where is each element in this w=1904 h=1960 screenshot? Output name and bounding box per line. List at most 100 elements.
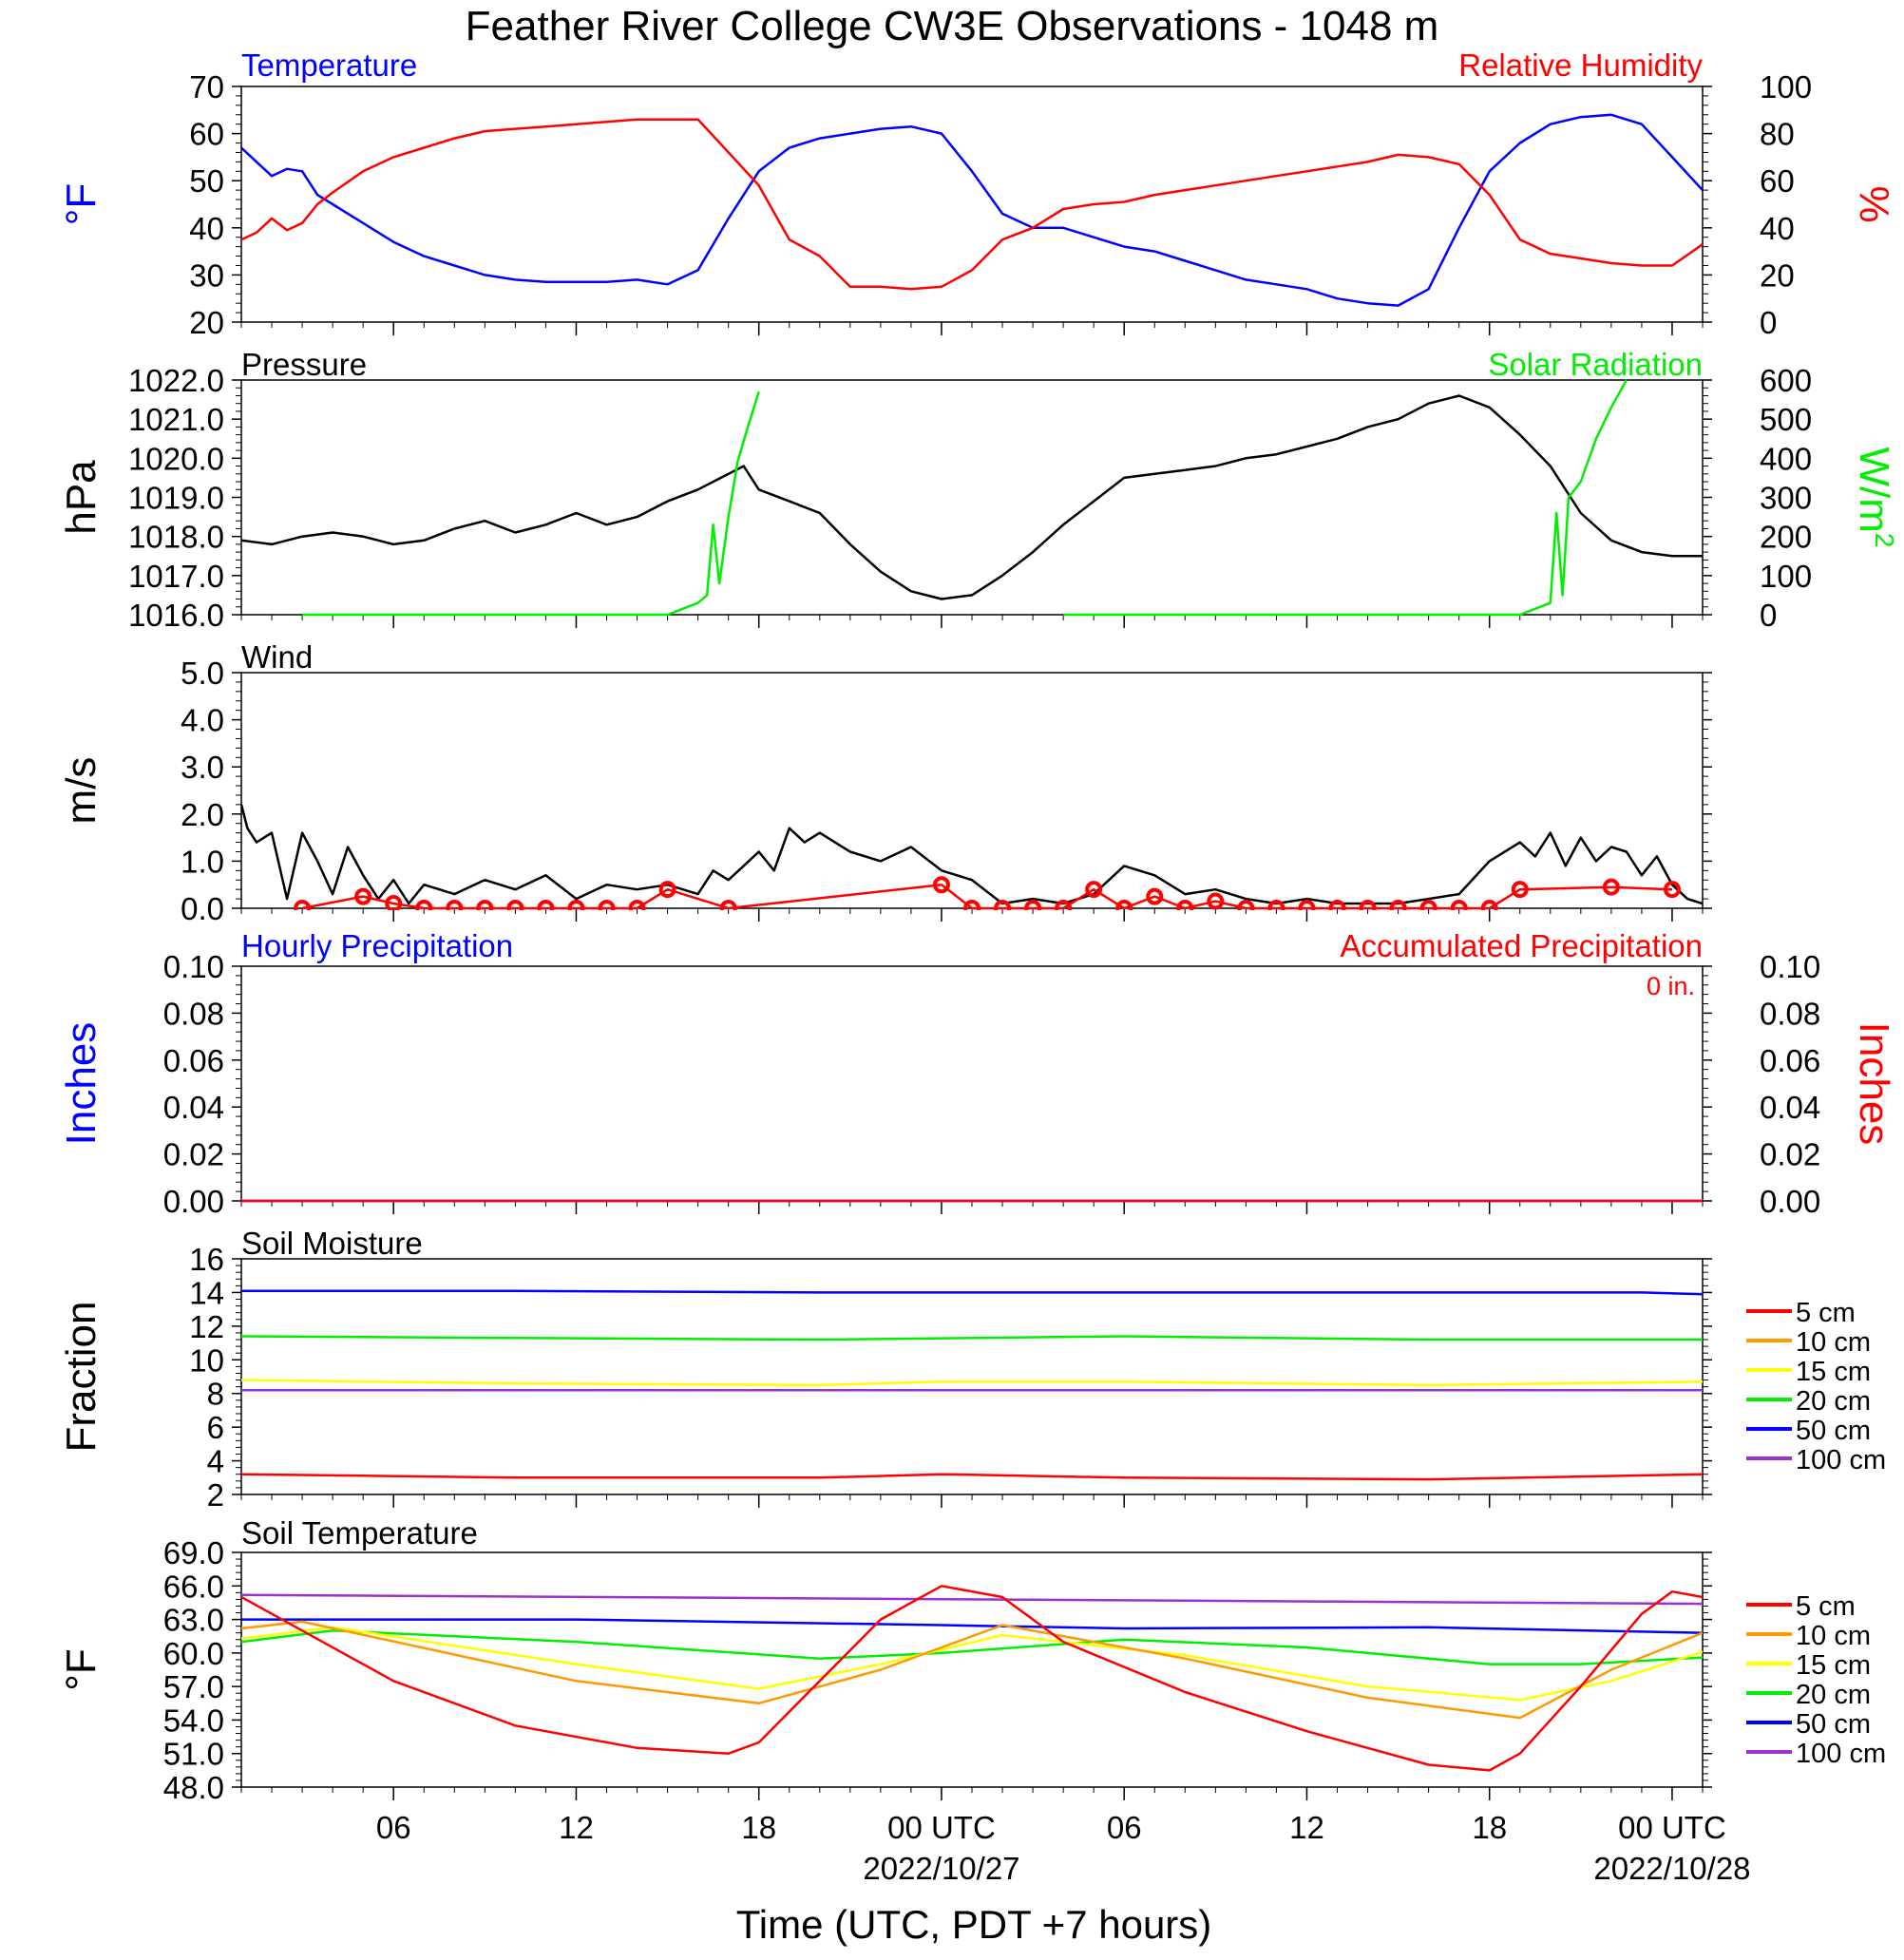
y-tick-label-right: 400 — [1760, 441, 1812, 476]
y-tick-label-left: 40 — [189, 211, 224, 246]
series-line-solar-radiation — [302, 391, 760, 617]
y-tick-label-right: 80 — [1760, 117, 1795, 152]
y-tick-label-right: 0.08 — [1760, 996, 1820, 1031]
x-axis: 06 12 18 00 UTC 2022/10/27 06 12 18 00 UTC 2022/1… — [376, 1810, 1751, 1886]
series-line-15-cm — [241, 1379, 1703, 1387]
series-group — [241, 804, 1703, 910]
series-line-temperature — [241, 113, 1703, 307]
y-tick-label-left: 50 — [189, 163, 224, 199]
wind-direction-marker — [1663, 881, 1681, 899]
legend-label: 100 cm — [1796, 1739, 1886, 1769]
y-tick-label-left: 0.00 — [163, 1184, 224, 1219]
y-tick-label-left: 2 — [207, 1477, 224, 1513]
y-tick-label-left: 70 — [189, 69, 224, 105]
y-tick-label-right: 0.10 — [1760, 949, 1820, 984]
y-tick-label-left: 10 — [189, 1342, 224, 1378]
y-axis-title-right: % — [1851, 185, 1897, 222]
y-axis-title-right: Inches — [1851, 1022, 1897, 1146]
y-axis-title-right-text: % — [1851, 185, 1897, 222]
y-axis-title-left: Fraction — [58, 1302, 105, 1453]
legend-label: 50 cm — [1796, 1709, 1871, 1740]
series-line-10-cm — [241, 1620, 1703, 1720]
y-tick-label-right: 0.04 — [1760, 1090, 1820, 1125]
wind-direction-marker — [385, 895, 403, 910]
y-axis-title-right-text: Inches — [1851, 1022, 1897, 1146]
y-tick-label-right: 0 — [1760, 598, 1777, 633]
y-axis-title-left: Inches — [58, 1022, 105, 1146]
wind-direction-marker — [1085, 881, 1103, 899]
y-tick-label-left: 69.0 — [163, 1535, 224, 1570]
series-line-20-cm — [241, 1629, 1703, 1665]
panel-title-right: Solar Radiation — [1488, 347, 1703, 382]
y-tick-label-left: 30 — [189, 257, 224, 293]
wind-direction-marker — [1055, 900, 1073, 910]
wind-direction-marker — [1389, 900, 1407, 910]
y-tick-label-left: 1019.0 — [128, 481, 224, 516]
wind-direction-marker — [354, 887, 372, 905]
wind-direction-marker — [567, 900, 585, 910]
y-tick-label-right: 500 — [1760, 402, 1812, 437]
legend-label: 15 cm — [1796, 1357, 1871, 1387]
panel-pressure_solar: Pressure Solar Radiation 1022.0 1021.0 1020.… — [58, 347, 1899, 633]
wind-direction-marker — [1419, 900, 1438, 910]
wind-direction-marker — [994, 900, 1012, 910]
panel-title-left: Soil Moisture — [241, 1226, 423, 1261]
series-line-15-cm — [241, 1626, 1703, 1702]
y-tick-label-left: 0.04 — [163, 1090, 224, 1125]
y-tick-label-left: 1021.0 — [128, 402, 224, 437]
y-tick-label-right: 200 — [1760, 520, 1812, 555]
wind-direction-marker — [719, 900, 737, 910]
y-tick-label-left: 66.0 — [163, 1569, 224, 1604]
legend-label: 20 cm — [1796, 1386, 1871, 1417]
series-line-50-cm — [241, 1618, 1703, 1634]
panel-title-left: Wind — [241, 639, 313, 675]
wind-direction-marker — [537, 900, 555, 910]
wind-direction-marker — [932, 876, 950, 894]
precip-total-annotation: 0 in. — [1647, 972, 1695, 1000]
y-tick-label-left: 63.0 — [163, 1603, 224, 1638]
wind-direction-marker — [294, 900, 312, 910]
panel-title-left: Hourly Precipitation — [241, 928, 513, 963]
legend-label: 20 cm — [1796, 1680, 1871, 1710]
y-tick-label-left: 5.0 — [181, 656, 224, 691]
panels: Temperature Relative Humidity706050403020… — [58, 48, 1899, 1805]
legend-label: 100 cm — [1796, 1445, 1886, 1475]
wind-direction-marker — [1267, 900, 1285, 910]
y-axis-title-left: °F — [58, 183, 105, 225]
wind-direction-marker — [415, 900, 433, 910]
y-tick-label-left: 1016.0 — [128, 598, 224, 633]
panel-title-left: Pressure — [241, 347, 367, 382]
series-line-pressure — [241, 394, 1703, 600]
series-group — [241, 1585, 1703, 1772]
wind-direction-marker — [658, 881, 676, 899]
y-tick-label-left: 14 — [189, 1275, 224, 1310]
wind-direction-marker — [1480, 900, 1498, 910]
series-line-relative-humidity — [241, 118, 1703, 291]
legend-label: 10 cm — [1796, 1621, 1871, 1651]
y-tick-label-right: 40 — [1760, 211, 1795, 246]
plot-frame — [240, 672, 1704, 909]
y-tick-label-left: 3.0 — [181, 750, 224, 785]
x-tick-label: 06 — [376, 1810, 411, 1845]
legend-label: 5 cm — [1796, 1298, 1856, 1328]
series-line-solar-radiation-2 — [1063, 379, 1628, 617]
y-axis-title-right-text: W/m — [1851, 447, 1897, 533]
series-line-5-cm — [241, 1473, 1703, 1481]
wind-direction-marker — [963, 900, 981, 910]
y-tick-label-left: 1018.0 — [128, 520, 224, 555]
series-line-wind-direction — [301, 883, 1673, 910]
y-tick-label-left: 0.10 — [163, 949, 224, 984]
panel-title-left: Temperature — [241, 48, 417, 83]
y-axis-title-right: W/m2 — [1851, 447, 1899, 548]
series-line-5-cm — [241, 1585, 1703, 1772]
figure-title: Feather River College CW3E Observations … — [466, 3, 1439, 49]
y-tick-label-left: 57.0 — [163, 1669, 224, 1704]
wind-direction-marker — [446, 900, 464, 910]
x-tick-label: 00 UTC — [887, 1810, 996, 1845]
plot-frame — [240, 1551, 1704, 1788]
y-tick-label-right: 0 — [1760, 305, 1777, 340]
series-line-20-cm — [241, 1335, 1703, 1342]
wind-direction-marker — [1237, 900, 1255, 910]
wind-direction-marker — [1359, 900, 1377, 910]
